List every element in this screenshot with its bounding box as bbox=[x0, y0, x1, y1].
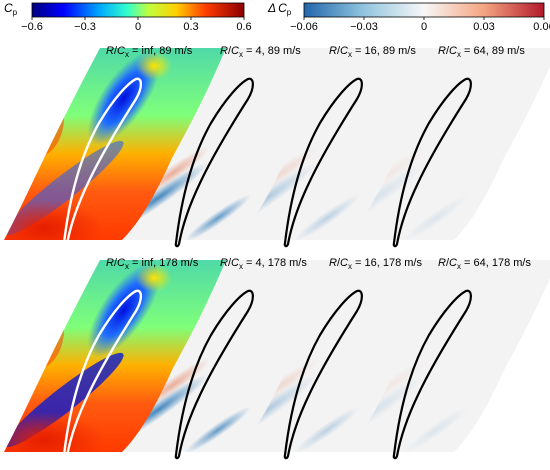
blade-outline bbox=[174, 289, 254, 460]
panel-label-part: R bbox=[438, 45, 446, 57]
panel-label-part: R bbox=[329, 257, 337, 269]
panel-label: R/Cx = inf, 178 m/s bbox=[106, 257, 199, 271]
leading-edge-stagnation bbox=[136, 52, 172, 80]
blade-outline bbox=[174, 77, 254, 248]
panel-label-part: = 64, 89 m/s bbox=[461, 45, 525, 57]
cp-colorbar: Cp −0.6 −0.3 0 0.3 0.6 bbox=[4, 1, 252, 33]
panel-label: R/Cx = 4, 178 m/s bbox=[220, 257, 307, 271]
panel-label-part: / bbox=[228, 45, 232, 57]
negative-difference-band bbox=[185, 406, 251, 452]
negative-difference-band bbox=[403, 194, 469, 240]
panel-label-part: / bbox=[337, 257, 341, 269]
cp-tick-label: 0 bbox=[135, 21, 141, 33]
panel-label-part: R bbox=[438, 257, 446, 269]
blade-outline bbox=[283, 77, 363, 248]
panel-label-part: x bbox=[348, 50, 352, 59]
panel-label-part: x bbox=[125, 50, 129, 59]
panel-label: R/Cx = 64, 178 m/s bbox=[438, 257, 531, 271]
panel-label-part: x bbox=[125, 262, 129, 271]
panel-label-part: = 16, 178 m/s bbox=[352, 257, 423, 269]
panel-label-part: C bbox=[117, 257, 125, 269]
dcp-colorbar: ΔCp −0.06 −0.03 0 0.03 0.06 bbox=[267, 1, 550, 33]
panel-label-part: / bbox=[114, 257, 118, 269]
panel-label: R/Cx = 16, 89 m/s bbox=[329, 45, 416, 59]
blade-outline bbox=[283, 289, 363, 460]
pressure-side-region bbox=[4, 290, 64, 370]
blade-outline bbox=[62, 289, 143, 460]
panel-label-part: C bbox=[231, 257, 239, 269]
panel-label-part: C bbox=[340, 257, 348, 269]
panel-label-part: R bbox=[106, 257, 114, 269]
cp-tick-label: −0.6 bbox=[21, 21, 43, 33]
panel-label-part: R bbox=[106, 45, 114, 57]
panel-label-part: C bbox=[340, 45, 348, 57]
negative-difference-band bbox=[294, 406, 360, 452]
dcp-tick-label: −0.06 bbox=[290, 21, 318, 33]
panel-label-part: / bbox=[446, 45, 450, 57]
dcp-colorbar-ticks: −0.06 −0.03 0 0.03 0.06 bbox=[290, 17, 550, 33]
dcp-tick-label: 0 bbox=[421, 21, 427, 33]
cp-tick-label: −0.3 bbox=[74, 21, 96, 33]
negative-difference-band bbox=[403, 406, 469, 452]
cp-tick-label: 0.3 bbox=[183, 21, 198, 33]
panel-label-part: x bbox=[239, 50, 243, 59]
panel-label-part: R bbox=[220, 45, 228, 57]
panel-label-part: = 4, 178 m/s bbox=[243, 257, 307, 269]
panel-label-part: R bbox=[220, 257, 228, 269]
panel-label-part: = 64, 178 m/s bbox=[461, 257, 532, 269]
blade-outline bbox=[62, 77, 143, 248]
pressure-side-region bbox=[4, 78, 64, 158]
dcp-tick-label: 0.03 bbox=[473, 21, 494, 33]
dcp-tick-label: 0.06 bbox=[533, 21, 550, 33]
dcp-colorbar-title: Δ Cp bbox=[267, 1, 292, 17]
panel-label-part: / bbox=[446, 257, 450, 269]
negative-difference-band bbox=[294, 194, 360, 240]
panel-label-part: / bbox=[228, 257, 232, 269]
panel-label-part: = 4, 89 m/s bbox=[243, 45, 301, 57]
panel-label: R/Cx = 4, 89 m/s bbox=[220, 45, 301, 59]
panel-label-part: x bbox=[457, 50, 461, 59]
negative-difference-band bbox=[185, 194, 251, 240]
panel-label-part: x bbox=[457, 262, 461, 271]
cp-colorbar-title: Cp bbox=[4, 1, 18, 17]
panel-label-part: / bbox=[114, 45, 118, 57]
blade-outline bbox=[392, 77, 472, 248]
panel-label-part: = inf, 89 m/s bbox=[129, 45, 193, 57]
dcp-tick-label: −0.03 bbox=[350, 21, 378, 33]
panel-label-part: R bbox=[329, 45, 337, 57]
panel-label-part: C bbox=[117, 45, 125, 57]
panel-row: R/Cx = inf, 178 m/s R/Cx = 4, 178 m/s R/Cx… bbox=[4, 257, 550, 460]
cp-tick-label: 0.6 bbox=[236, 21, 251, 33]
panel-label: R/Cx = 64, 89 m/s bbox=[438, 45, 525, 59]
panel-label-part: = 16, 89 m/s bbox=[352, 45, 416, 57]
cp-colorbar-gradient bbox=[31, 2, 245, 18]
panel-row: R/Cx = inf, 89 m/s R/Cx = 4, 89 m/s R/Cx =… bbox=[4, 45, 550, 248]
dcp-colorbar-gradient bbox=[303, 2, 545, 18]
panel-label-part: x bbox=[239, 262, 243, 271]
panel-label-part: C bbox=[449, 257, 457, 269]
cp-colorbar-ticks: −0.6 −0.3 0 0.3 0.6 bbox=[21, 17, 252, 33]
leading-edge-stagnation bbox=[136, 264, 172, 292]
panel-label: R/Cx = inf, 89 m/s bbox=[106, 45, 193, 59]
panel-label-part: C bbox=[449, 45, 457, 57]
panel-label-part: = inf, 178 m/s bbox=[129, 257, 199, 269]
blade-outline bbox=[392, 289, 472, 460]
panel-label: R/Cx = 16, 178 m/s bbox=[329, 257, 422, 271]
panel-label-part: C bbox=[231, 45, 239, 57]
panel-label-part: x bbox=[348, 262, 352, 271]
panel-label-part: / bbox=[337, 45, 341, 57]
